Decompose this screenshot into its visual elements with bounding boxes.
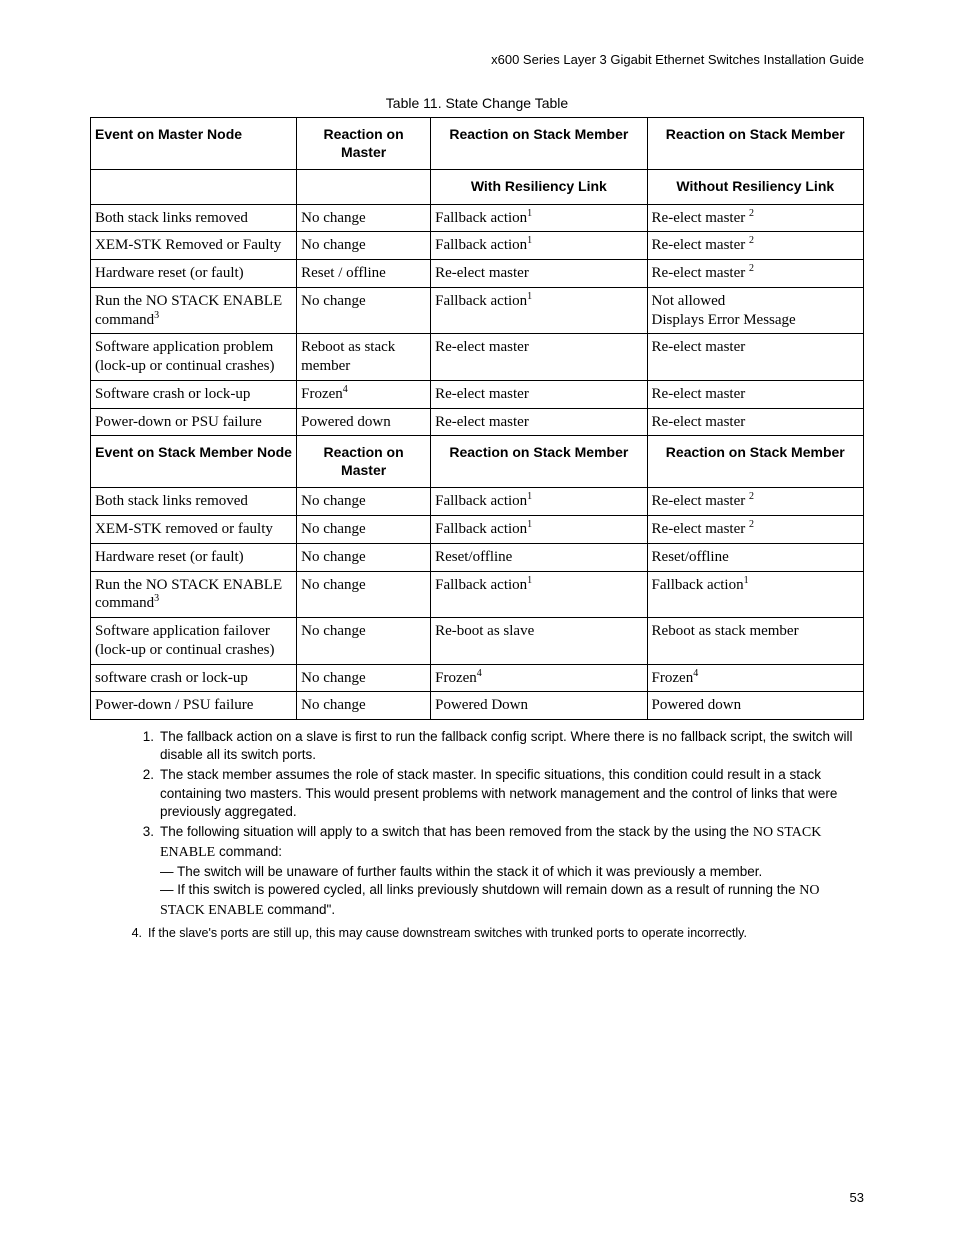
cell: Re-elect master — [647, 334, 863, 381]
cell: Fallback action1 — [431, 571, 647, 618]
empty-cell — [297, 170, 431, 205]
footnote: 1. The fallback action on a slave is fir… — [132, 728, 864, 764]
table-row: Hardware reset (or fault) No change Rese… — [91, 543, 864, 571]
header-cell: Event on Stack Member Node — [91, 436, 297, 488]
cell: Re-elect master 2 — [647, 232, 863, 260]
cell: Frozen4 — [431, 664, 647, 692]
cell: Frozen4 — [297, 380, 431, 408]
cell: Fallback action1 — [431, 232, 647, 260]
table-row: Power-down / PSU failure No change Power… — [91, 692, 864, 720]
cell: Fallback action1 — [431, 287, 647, 334]
cell: No change — [297, 232, 431, 260]
table-row: Run the NO STACK ENABLE command3 No chan… — [91, 571, 864, 618]
cell: No change — [297, 204, 431, 232]
cell: Run the NO STACK ENABLE command3 — [91, 571, 297, 618]
header-cell: Reaction on Master — [297, 436, 431, 488]
cell: Powered down — [647, 692, 863, 720]
table-caption: Table 11. State Change Table — [90, 95, 864, 111]
header-cell: Without Resiliency Link — [647, 170, 863, 205]
cell: XEM-STK Removed or Faulty — [91, 232, 297, 260]
header-cell: With Resiliency Link — [431, 170, 647, 205]
cell: Software crash or lock-up — [91, 380, 297, 408]
cell: Re-elect master 2 — [647, 204, 863, 232]
table-header-row: Event on Master Node Reaction on Master … — [91, 118, 864, 170]
footnote: 2. The stack member assumes the role of … — [132, 766, 864, 821]
table-row: Power-down or PSU failure Powered down R… — [91, 408, 864, 436]
table-row: Both stack links removed No change Fallb… — [91, 204, 864, 232]
cell: Not allowedDisplays Error Message — [647, 287, 863, 334]
cell: Re-boot as slave — [431, 618, 647, 665]
cell: No change — [297, 692, 431, 720]
empty-cell — [91, 170, 297, 205]
cell: No change — [297, 516, 431, 544]
table-row: Hardware reset (or fault) Reset / offlin… — [91, 260, 864, 288]
cell: Re-elect master — [431, 334, 647, 381]
cell: Both stack links removed — [91, 204, 297, 232]
cell: Re-elect master — [647, 380, 863, 408]
table-row: XEM-STK removed or faulty No change Fall… — [91, 516, 864, 544]
cell: Fallback action1 — [647, 571, 863, 618]
cell: Reboot as stack member — [647, 618, 863, 665]
table-header-row: Event on Stack Member Node Reaction on M… — [91, 436, 864, 488]
running-header: x600 Series Layer 3 Gigabit Ethernet Swi… — [90, 52, 864, 67]
cell: Hardware reset (or fault) — [91, 260, 297, 288]
cell: Reset/offline — [647, 543, 863, 571]
cell: No change — [297, 287, 431, 334]
table-row: Both stack links removed No change Fallb… — [91, 488, 864, 516]
footnote: 3. The following situation will apply to… — [132, 823, 864, 921]
cell: Fallback action1 — [431, 204, 647, 232]
footnote: 4. If the slave's ports are still up, th… — [120, 925, 864, 942]
table-subheader-row: With Resiliency Link Without Resiliency … — [91, 170, 864, 205]
cell: Re-elect master 2 — [647, 516, 863, 544]
cell: Powered Down — [431, 692, 647, 720]
cell: Fallback action1 — [431, 488, 647, 516]
cell: Re-elect master — [647, 408, 863, 436]
cell: Re-elect master 2 — [647, 260, 863, 288]
cell: Re-elect master 2 — [647, 488, 863, 516]
header-cell: Reaction on Stack Member — [647, 118, 863, 170]
cell: Power-down or PSU failure — [91, 408, 297, 436]
cell: No change — [297, 664, 431, 692]
state-change-table: Event on Master Node Reaction on Master … — [90, 117, 864, 720]
cell: Software application problem (lock-up or… — [91, 334, 297, 381]
table-row: XEM-STK Removed or Faulty No change Fall… — [91, 232, 864, 260]
cell: Re-elect master — [431, 260, 647, 288]
cell: software crash or lock-up — [91, 664, 297, 692]
header-cell: Event on Master Node — [91, 118, 297, 170]
cell: Hardware reset (or fault) — [91, 543, 297, 571]
cell: Reset/offline — [431, 543, 647, 571]
table-row: Software application failover (lock-up o… — [91, 618, 864, 665]
cell: Powered down — [297, 408, 431, 436]
table-row: Run the NO STACK ENABLE command3 No chan… — [91, 287, 864, 334]
cell: Reset / offline — [297, 260, 431, 288]
header-cell: Reaction on Stack Member — [647, 436, 863, 488]
table-row: Software application problem (lock-up or… — [91, 334, 864, 381]
header-cell: Reaction on Stack Member — [431, 436, 647, 488]
table-row: Software crash or lock-up Frozen4 Re-ele… — [91, 380, 864, 408]
cell: No change — [297, 543, 431, 571]
page-number: 53 — [850, 1190, 864, 1205]
cell: Power-down / PSU failure — [91, 692, 297, 720]
cell: No change — [297, 571, 431, 618]
cell: Run the NO STACK ENABLE command3 — [91, 287, 297, 334]
cell: Re-elect master — [431, 380, 647, 408]
cell: Software application failover (lock-up o… — [91, 618, 297, 665]
cell: Reboot as stack member — [297, 334, 431, 381]
cell: Frozen4 — [647, 664, 863, 692]
header-cell: Reaction on Stack Member — [431, 118, 647, 170]
cell: Re-elect master — [431, 408, 647, 436]
cell: No change — [297, 618, 431, 665]
footnotes: 1. The fallback action on a slave is fir… — [90, 728, 864, 942]
cell: Both stack links removed — [91, 488, 297, 516]
cell: No change — [297, 488, 431, 516]
table-row: software crash or lock-up No change Froz… — [91, 664, 864, 692]
header-cell: Reaction on Master — [297, 118, 431, 170]
cell: XEM-STK removed or faulty — [91, 516, 297, 544]
document-page: x600 Series Layer 3 Gigabit Ethernet Swi… — [0, 0, 954, 1235]
cell: Fallback action1 — [431, 516, 647, 544]
